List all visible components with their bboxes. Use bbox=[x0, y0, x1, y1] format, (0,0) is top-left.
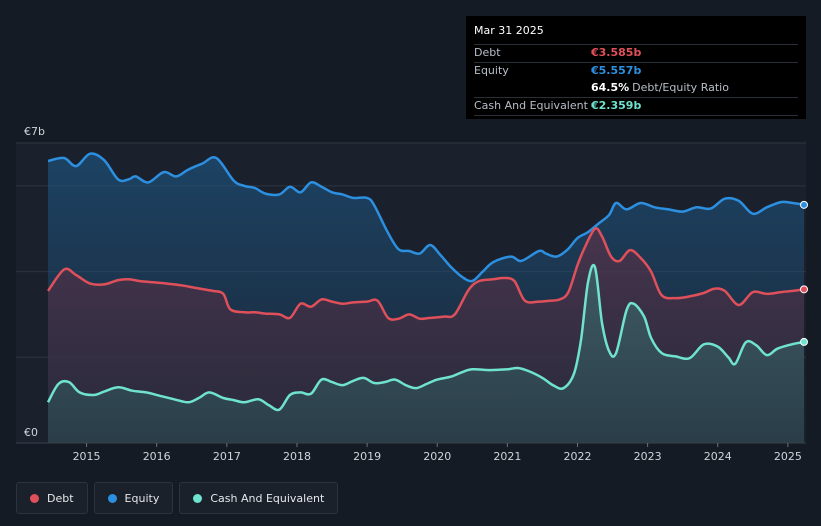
tooltip-equity-value: €5.557b bbox=[591, 64, 642, 77]
legend-item-debt[interactable]: Debt bbox=[16, 482, 88, 514]
tooltip-ratio-label: Debt/Equity Ratio bbox=[632, 81, 729, 94]
tooltip-panel: Mar 31 2025 Debt €3.585b Equity €5.557b … bbox=[466, 16, 806, 119]
tooltip-debt-label: Debt bbox=[474, 46, 501, 59]
legend-dot-debt bbox=[30, 493, 39, 503]
tooltip-row-equity: Equity €5.557b bbox=[474, 62, 798, 80]
x-axis-ticks: 2015 2016 2017 2018 2019 2020 2021 2022 2023 2024… bbox=[73, 443, 802, 463]
tooltip-row-ratio: 64.5% Debt/Equity Ratio bbox=[474, 80, 798, 97]
series-lines bbox=[46, 152, 805, 412]
debt-line bbox=[46, 227, 805, 321]
cash-and-equivalent-area bbox=[48, 265, 804, 443]
tooltip-date: Mar 31 2025 bbox=[474, 24, 544, 37]
x-tick-label-2019: 2019 bbox=[353, 450, 381, 463]
y-axis-bottom-label: €0 bbox=[24, 426, 38, 439]
legend-dot-equity bbox=[107, 493, 117, 503]
legend-label-debt: Debt bbox=[47, 491, 74, 505]
tooltip-cash-label: Cash And Equivalent bbox=[474, 99, 588, 112]
x-tick-label-2021: 2021 bbox=[493, 450, 521, 463]
x-tick-label-2020: 2020 bbox=[423, 450, 451, 463]
x-tick-label-2025: 2025 bbox=[774, 450, 802, 463]
x-tick-label-2015: 2015 bbox=[73, 450, 101, 463]
legend-label-cash: Cash And Equivalent bbox=[210, 491, 325, 505]
x-tick-label-2017: 2017 bbox=[213, 450, 241, 463]
x-tick-label-2023: 2023 bbox=[634, 450, 662, 463]
legend-label-equity: Equity bbox=[124, 491, 160, 505]
equity-line bbox=[47, 152, 805, 283]
x-tick-label-2024: 2024 bbox=[704, 450, 732, 463]
x-tick-label-2016: 2016 bbox=[143, 450, 171, 463]
tooltip-row-debt: Debt €3.585b bbox=[474, 44, 798, 62]
cash-and-equivalent-end-point bbox=[800, 337, 808, 346]
debt-end-point bbox=[800, 285, 808, 294]
x-tick-label-2022: 2022 bbox=[563, 450, 591, 463]
legend-item-equity[interactable]: Equity bbox=[93, 482, 174, 514]
legend-dot-cash bbox=[193, 493, 203, 503]
series-areas bbox=[48, 153, 804, 443]
x-tick-label-2018: 2018 bbox=[283, 450, 311, 463]
equity-end-point bbox=[800, 200, 808, 209]
tooltip-row-cash: Cash And Equivalent €2.359b bbox=[474, 97, 798, 116]
end-markers bbox=[800, 200, 808, 346]
cash-and-equivalent-line bbox=[46, 263, 805, 412]
tooltip-equity-label: Equity bbox=[474, 64, 509, 77]
legend-item-cash[interactable]: Cash And Equivalent bbox=[179, 482, 339, 514]
y-axis-top-label: €7b bbox=[24, 125, 45, 138]
tooltip-ratio-value: 64.5% bbox=[591, 81, 630, 94]
legend: Debt Equity Cash And Equivalent bbox=[16, 482, 339, 514]
tooltip-cash-value: €2.359b bbox=[591, 99, 642, 112]
tooltip-debt-value: €3.585b bbox=[591, 46, 642, 59]
